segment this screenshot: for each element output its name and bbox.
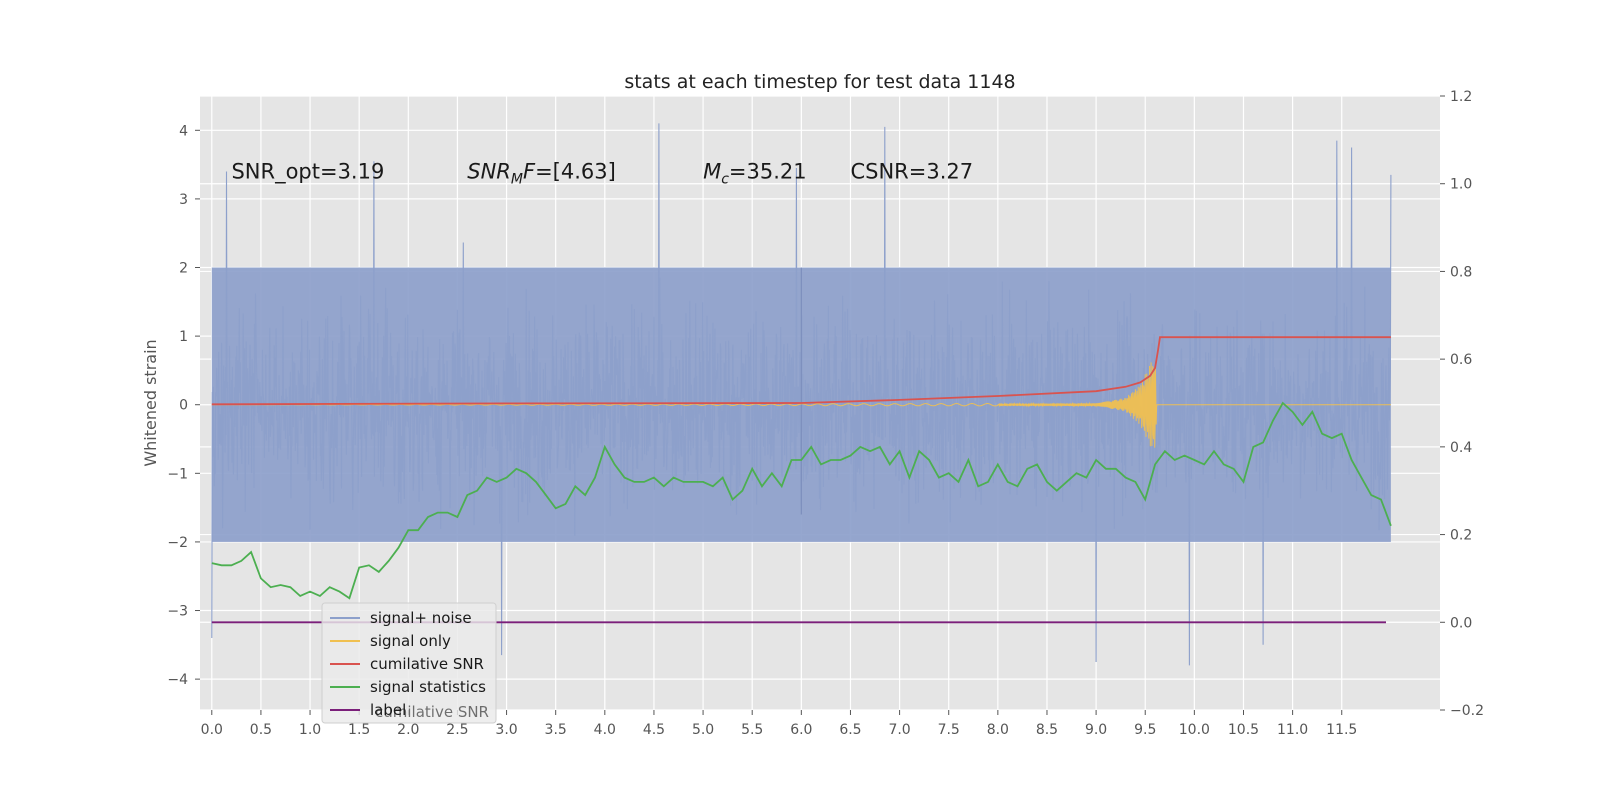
x-tick-label: 7.5	[938, 722, 960, 738]
x-tick-label: 9.5	[1134, 722, 1156, 738]
x-tick-label: 1.0	[299, 722, 321, 738]
legend-label: signal+ noise	[370, 609, 472, 627]
x-tick-label: 0.5	[250, 722, 272, 738]
y-right-tick-label: 0.0	[1450, 615, 1472, 631]
y-right-tick-label: 1.0	[1450, 177, 1472, 193]
legend-box	[321, 602, 497, 724]
y-axis-label-left: Whitened strain	[141, 339, 160, 466]
x-tick-label: 7.0	[888, 722, 910, 738]
y-left-tick-label: 3	[179, 192, 188, 208]
x-tick-label: 3.5	[545, 722, 567, 738]
x-tick-label: 2.0	[397, 722, 419, 738]
series-line-signal-statistics	[211, 401, 1392, 600]
x-tick-label: 5.0	[692, 722, 714, 738]
y-left-tick-label: 1	[179, 329, 188, 345]
x-tick-label: 3.0	[495, 722, 517, 738]
x-tick-label: 2.5	[446, 722, 468, 738]
legend-label: signal statistics	[370, 678, 486, 696]
annotation-2: Mc=35.21	[703, 159, 807, 187]
x-tick-label: 0.0	[201, 722, 223, 738]
y-right-tick-label: 0.2	[1450, 528, 1472, 544]
legend-ghost-text: cumilative SNR	[375, 703, 489, 721]
x-tick-label: 8.0	[987, 722, 1009, 738]
y-left-tick-label: 4	[179, 123, 188, 139]
legend: cumilative SNR signal+ noise signal only cu…	[321, 602, 497, 724]
y-right-tick-label: 1.2	[1450, 89, 1472, 105]
x-tick-label: 1.5	[348, 722, 370, 738]
annotation-3: CSNR=3.27	[850, 159, 973, 183]
y-left-tick-label: −1	[167, 466, 188, 482]
x-tick-label: 11.0	[1277, 722, 1308, 738]
chart-title: stats at each timestep for test data 114…	[624, 71, 1015, 93]
x-tick-label: 5.5	[741, 722, 763, 738]
x-tick-label: 4.0	[594, 722, 616, 738]
legend-label: signal only	[370, 632, 451, 650]
x-tick-label: 6.5	[839, 722, 861, 738]
x-tick-label: 9.0	[1085, 722, 1107, 738]
x-tick-label: 11.5	[1326, 722, 1357, 738]
series-line-cumilative-snr	[211, 336, 1391, 406]
legend-label: label	[370, 701, 406, 719]
x-tick-label: 10.0	[1179, 722, 1210, 738]
y-left-tick-label: −2	[167, 535, 188, 551]
annotation-0: SNR_opt=3.19	[231, 159, 384, 184]
x-tick-label: 10.5	[1228, 722, 1259, 738]
x-tick-label: 4.5	[643, 722, 665, 738]
axes: 0.0 0.5 1.0 1.5 2.0 2.5 3.0 3.5 4.0 4.5 5.0 5.5 6.0 6…	[167, 89, 1484, 738]
annotation-1: SNRMF=[4.63]	[467, 159, 616, 187]
x-tick-label: 8.5	[1036, 722, 1058, 738]
y-right-tick-label: 0.8	[1450, 264, 1472, 280]
y-left-tick-label: −4	[167, 672, 188, 688]
legend-label: cumilative SNR	[370, 655, 484, 673]
y-left-tick-label: 2	[179, 261, 188, 277]
y-left-tick-label: 0	[179, 398, 188, 414]
y-left-tick-label: −3	[167, 604, 188, 620]
annotations: SNR_opt=3.19 SNRMF=[4.63] Mc=35.21 CSNR=3.2…	[231, 159, 973, 187]
y-right-tick-label: 0.6	[1450, 352, 1472, 368]
x-tick-label: 6.0	[790, 722, 812, 738]
y-right-tick-label: −0.2	[1450, 703, 1484, 719]
y-right-tick-label: 0.4	[1450, 440, 1472, 456]
